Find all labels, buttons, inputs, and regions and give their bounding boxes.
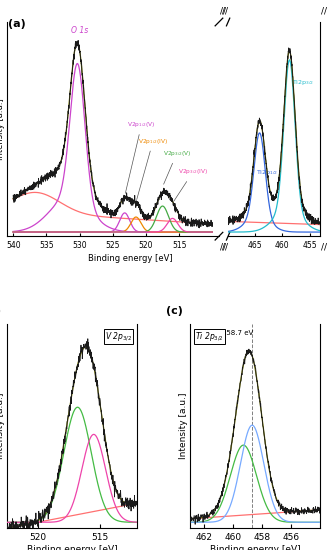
X-axis label: Binding energy [eV]: Binding energy [eV] (26, 544, 117, 550)
Text: //: // (321, 7, 327, 15)
Text: //: // (220, 7, 226, 15)
Text: O 1s: O 1s (71, 26, 88, 35)
Text: Ti 2p$_{3/2}$: Ti 2p$_{3/2}$ (195, 330, 224, 343)
Text: 458.7 eV: 458.7 eV (222, 330, 253, 336)
Text: //: // (220, 243, 226, 251)
Y-axis label: Intensity [a.u.]: Intensity [a.u.] (0, 98, 5, 160)
X-axis label: Binding energy [eV]: Binding energy [eV] (210, 544, 301, 550)
Text: //: // (321, 243, 327, 251)
Text: (c): (c) (166, 306, 183, 316)
Text: V2p$_{3/2}$(V): V2p$_{3/2}$(V) (163, 150, 191, 184)
Text: Binding energy [eV]: Binding energy [eV] (89, 254, 173, 263)
Text: Ti2p$_{3/2}$: Ti2p$_{3/2}$ (292, 79, 314, 87)
Text: V2p$_{3/2}$(IV): V2p$_{3/2}$(IV) (174, 168, 208, 201)
Text: //: // (222, 7, 228, 15)
Y-axis label: Intensity [a.u.]: Intensity [a.u.] (0, 393, 5, 459)
Text: (a): (a) (8, 19, 26, 29)
Text: V 2p$_{3/2}$: V 2p$_{3/2}$ (105, 330, 132, 343)
Text: V2p$_{1/2}$(V): V2p$_{1/2}$(V) (125, 120, 156, 194)
Text: //: // (222, 243, 228, 251)
Y-axis label: Intensity [a.u.]: Intensity [a.u.] (179, 393, 188, 459)
Text: Ti2p$_{1/2}$: Ti2p$_{1/2}$ (256, 169, 278, 178)
Text: (b): (b) (0, 306, 1, 316)
Text: V2p$_{1/2}$(IV): V2p$_{1/2}$(IV) (137, 137, 168, 200)
